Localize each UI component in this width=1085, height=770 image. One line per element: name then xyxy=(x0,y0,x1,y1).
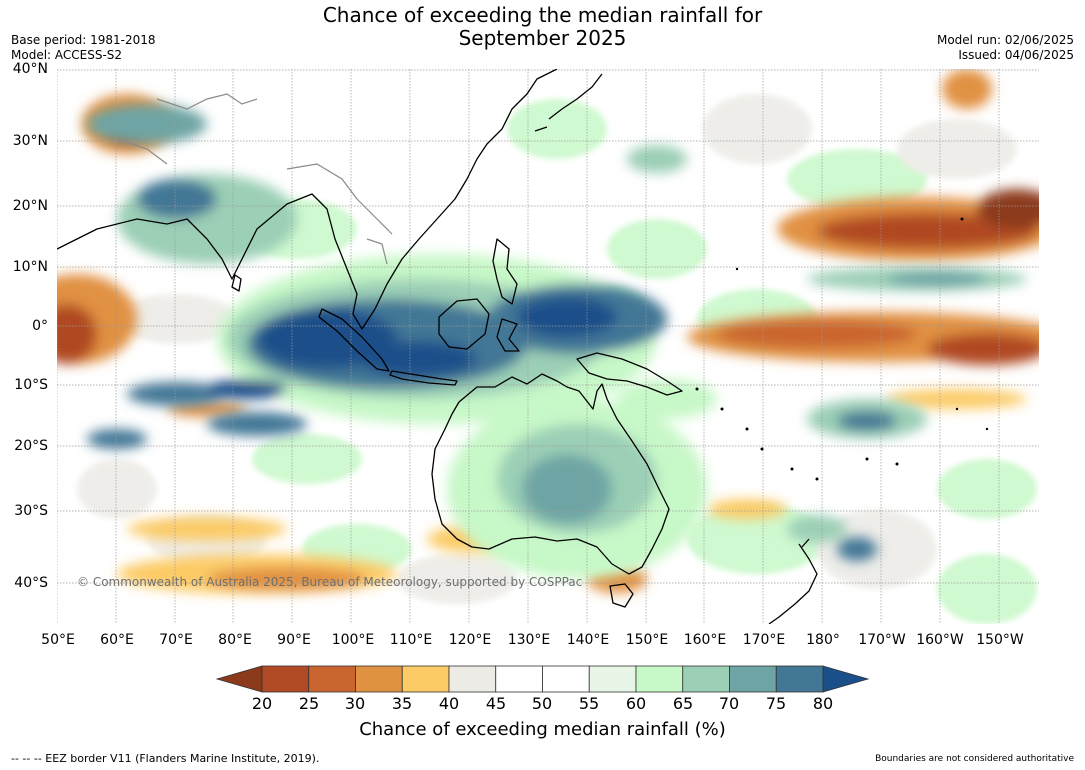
boundaries-disclaimer: Boundaries are not considered authoritat… xyxy=(875,754,1074,764)
asia-coastline xyxy=(57,69,558,330)
lon-label-130e: 130°E xyxy=(507,632,551,648)
map-title: Chance of exceeding the median rainfall … xyxy=(0,4,1085,50)
lat-label-30s: 30°S xyxy=(14,503,48,519)
model-run-text: Model run: 02/06/2025 xyxy=(936,33,1074,47)
colorbar-tick-75: 75 xyxy=(765,694,787,713)
colorbar-tick-40: 40 xyxy=(438,694,460,713)
philippines-coastline xyxy=(492,238,518,305)
country-borders xyxy=(116,93,393,265)
eez-border-note: -- -- -- EEZ border V11 (Flanders Marine… xyxy=(11,752,320,765)
colorbar-tick-35: 35 xyxy=(391,694,413,713)
lat-label-equator: 0° xyxy=(32,318,48,334)
colorbar-tick-30: 30 xyxy=(344,694,366,713)
new-zealand-coastline xyxy=(768,538,818,624)
lat-label-40n: 40°N xyxy=(12,61,48,77)
issued-text: Issued: 04/06/2025 xyxy=(958,48,1074,62)
lon-label-60e: 60°E xyxy=(100,632,134,648)
colorbar-cell xyxy=(448,665,497,693)
colorbar-label: Chance of exceeding median rainfall (%) xyxy=(359,719,726,740)
map-title-line2: September 2025 xyxy=(458,26,627,50)
copyright-text: © Commonwealth of Australia 2025, Bureau… xyxy=(77,575,583,589)
colorbar-cell xyxy=(635,665,684,693)
lon-label-90e: 90°E xyxy=(277,632,311,648)
new-guinea-coastline xyxy=(576,352,683,396)
lon-label-70e: 70°E xyxy=(159,632,193,648)
australia-coastline xyxy=(431,373,670,575)
colorbar-tick-70: 70 xyxy=(718,694,740,713)
colorbar-tick-60: 60 xyxy=(625,694,647,713)
lat-label-20s: 20°S xyxy=(14,438,48,454)
lon-label-100e: 100°E xyxy=(331,632,375,648)
colorbar-tick-50: 50 xyxy=(531,694,553,713)
colorbar-cell xyxy=(261,665,310,693)
colorbar-cell xyxy=(775,665,824,693)
colorbar-cell xyxy=(308,665,356,693)
colorbar-tick-65: 65 xyxy=(672,694,694,713)
lon-label-170e: 170°E xyxy=(742,632,786,648)
sri-lanka-coastline xyxy=(231,274,242,292)
lon-label-180: 180° xyxy=(806,632,840,648)
colorbar-cell xyxy=(355,665,403,693)
lon-label-160e: 160°E xyxy=(683,632,727,648)
colorbar-tick-45: 45 xyxy=(485,694,507,713)
lat-label-10s: 10°S xyxy=(14,377,48,393)
japan-coastline xyxy=(534,73,603,132)
sumatra-coastline xyxy=(318,308,390,372)
colorbar xyxy=(215,665,870,693)
colorbar-cell xyxy=(401,665,450,693)
coastlines xyxy=(57,69,818,624)
lon-label-160w: 160°W xyxy=(916,632,964,648)
colorbar-arrow-low xyxy=(215,665,263,693)
lat-label-20n: 20°N xyxy=(12,198,48,214)
map-title-line1: Chance of exceeding the median rainfall … xyxy=(322,3,763,27)
lat-label-30n: 30°N xyxy=(12,133,48,149)
sulawesi-coastline xyxy=(496,318,520,352)
tasmania-coastline xyxy=(609,583,634,608)
colorbar-tick-80: 80 xyxy=(812,694,834,713)
lat-label-40s: 40°S xyxy=(14,575,48,591)
colorbar-cells xyxy=(215,665,870,693)
lon-label-120e: 120°E xyxy=(448,632,492,648)
colorbar-cell xyxy=(495,665,543,693)
pacific-islands xyxy=(695,217,989,481)
java-coastline xyxy=(389,370,458,386)
lon-label-50e: 50°E xyxy=(41,632,75,648)
lon-label-150w: 150°W xyxy=(976,632,1024,648)
lon-label-110e: 110°E xyxy=(389,632,433,648)
lon-label-140e: 140°E xyxy=(566,632,610,648)
meta-right: Model run: 02/06/2025 Issued: 04/06/2025 xyxy=(937,33,1074,63)
meta-left: Base period: 1981-2018 Model: ACCESS-S2 xyxy=(11,33,156,63)
rainfall-map xyxy=(57,69,1039,624)
colorbar-tick-20: 20 xyxy=(251,694,273,713)
model-text: Model: ACCESS-S2 xyxy=(11,48,123,62)
base-period-text: Base period: 1981-2018 xyxy=(11,33,156,47)
lon-label-80e: 80°E xyxy=(218,632,252,648)
lon-label-150e: 150°E xyxy=(625,632,669,648)
borneo-coastline xyxy=(438,298,490,350)
rainfall-map-svg xyxy=(57,69,1039,624)
lon-label-170w: 170°W xyxy=(858,632,906,648)
colorbar-cell xyxy=(542,665,590,693)
lat-label-10n: 10°N xyxy=(12,259,48,275)
colorbar-cell xyxy=(682,665,730,693)
colorbar-tick-25: 25 xyxy=(298,694,320,713)
colorbar-cell xyxy=(588,665,637,693)
colorbar-cell xyxy=(729,665,777,693)
colorbar-arrow-high xyxy=(822,665,870,693)
colorbar-tick-55: 55 xyxy=(578,694,600,713)
